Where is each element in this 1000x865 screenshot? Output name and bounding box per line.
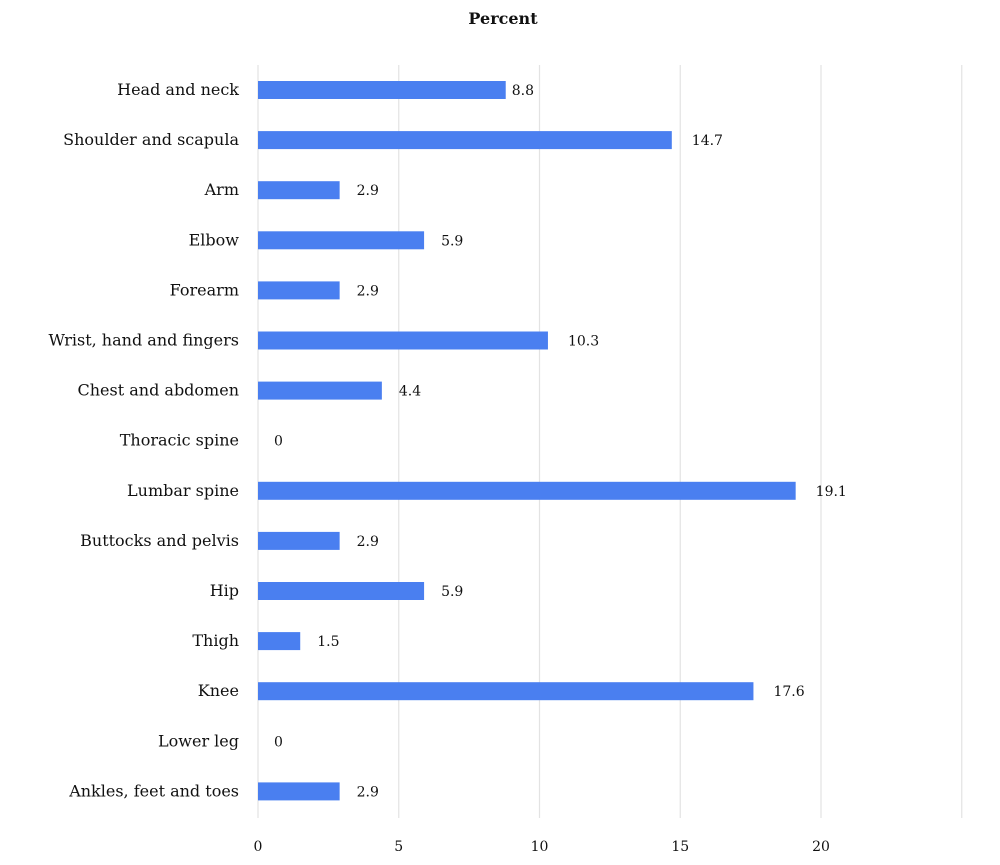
bar	[258, 782, 340, 801]
bar	[258, 181, 340, 200]
bar	[258, 331, 548, 350]
data-label: 5.9	[441, 233, 463, 249]
category-label: Shoulder and scapula	[63, 130, 239, 149]
category-labels: Head and neck Shoulder and scapula Arm Elbo…	[49, 80, 240, 800]
category-label: Buttocks and pelvis	[80, 531, 239, 550]
category-label: Forearm	[170, 280, 239, 299]
chart-title: Percent	[468, 9, 538, 28]
category-label: Thoracic spine	[120, 431, 239, 450]
category-label: Chest and abdomen	[77, 381, 239, 400]
data-label: 10.3	[568, 334, 599, 350]
data-label: 14.7	[692, 133, 723, 149]
bar	[258, 281, 340, 300]
category-label: Knee	[198, 681, 239, 700]
category-label: Arm	[204, 180, 239, 199]
category-label: Head and neck	[117, 80, 239, 99]
x-tick-label: 15	[671, 839, 689, 855]
x-tick-label: 10	[531, 839, 549, 855]
bars	[258, 81, 796, 801]
bar	[258, 682, 754, 701]
data-label: 5.9	[441, 584, 463, 600]
data-label: 2.9	[357, 183, 379, 199]
data-label: 4.4	[399, 384, 421, 400]
category-label: Elbow	[189, 230, 240, 249]
category-label: Ankles, feet and toes	[68, 781, 239, 800]
bar	[258, 81, 506, 99]
bar	[258, 231, 425, 250]
data-label: 19.1	[816, 484, 847, 500]
bar	[258, 582, 425, 600]
data-label: 0	[274, 434, 283, 450]
category-label: Wrist, hand and fingers	[49, 331, 240, 350]
x-tick-label: 5	[394, 839, 403, 855]
data-label: 2.9	[357, 784, 379, 800]
data-label: 2.9	[357, 283, 379, 299]
bar	[258, 481, 796, 500]
data-label: 8.8	[512, 83, 534, 99]
bar	[258, 531, 340, 550]
bar	[258, 381, 382, 400]
category-label: Lower leg	[158, 731, 239, 750]
bar	[258, 131, 672, 150]
data-label: 1.5	[317, 634, 339, 650]
grid-lines	[257, 65, 963, 818]
data-label: 2.9	[357, 534, 379, 550]
category-label: Lumbar spine	[127, 481, 239, 500]
data-label: 0	[274, 734, 283, 750]
bar	[258, 632, 301, 651]
x-tick-label: 20	[812, 839, 830, 855]
category-label: Thigh	[192, 631, 239, 650]
x-axis-ticks: 0 5 10 15 20	[254, 839, 830, 855]
data-label: 17.6	[773, 684, 804, 700]
value-labels: 8.8 14.7 2.9 5.9 2.9 10.3 4.4 0 19.1 2.9 5.9 1.5 17.…	[274, 83, 847, 800]
category-label: Hip	[210, 581, 239, 600]
x-tick-label: 0	[254, 839, 263, 855]
